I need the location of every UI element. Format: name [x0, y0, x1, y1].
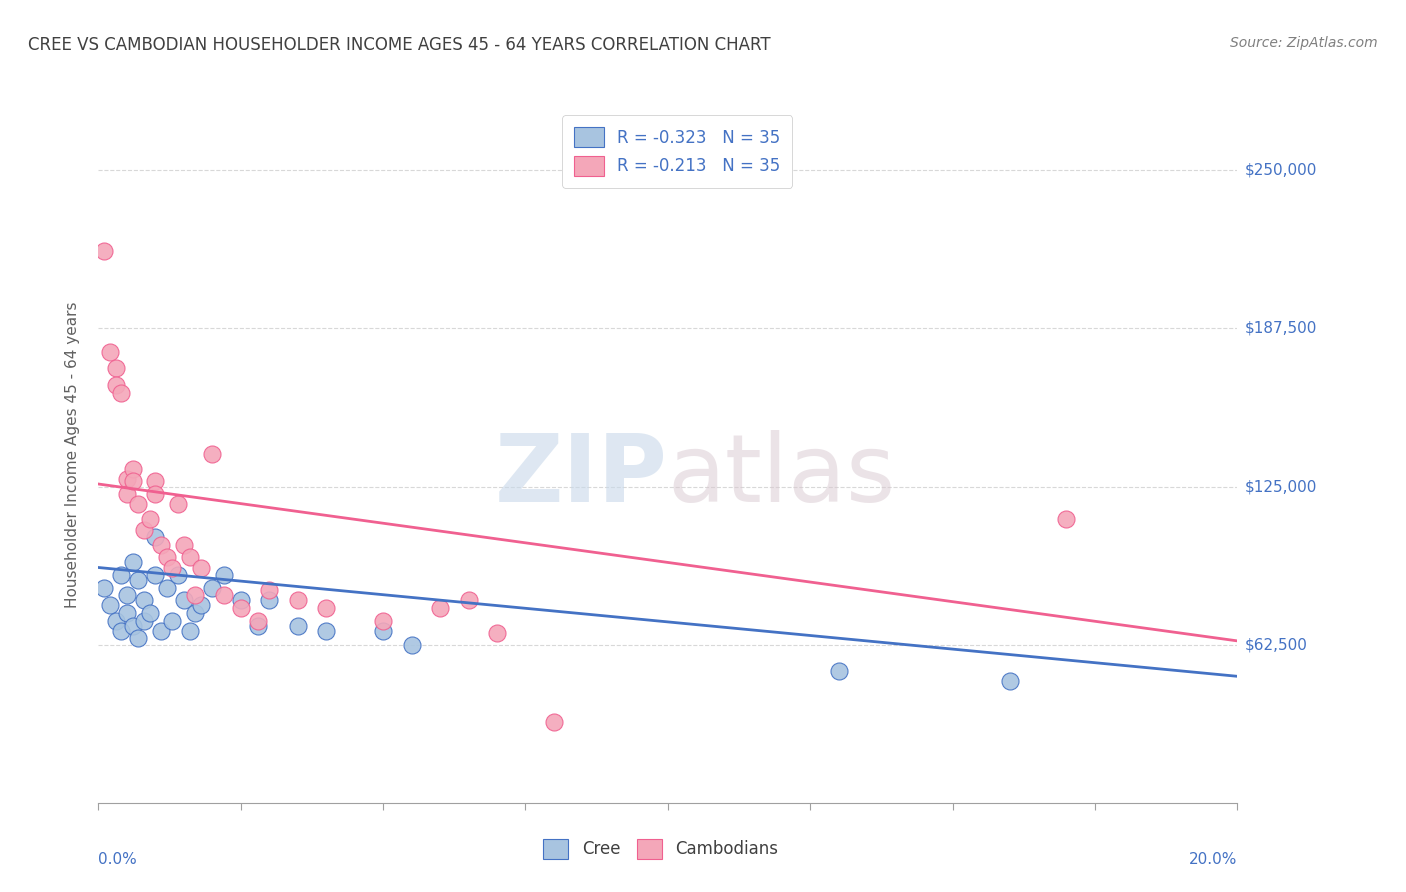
Point	[179, 550, 201, 565]
Point	[315, 624, 337, 638]
Text: atlas: atlas	[668, 430, 896, 522]
Text: CREE VS CAMBODIAN HOUSEHOLDER INCOME AGES 45 - 64 YEARS CORRELATION CHART: CREE VS CAMBODIAN HOUSEHOLDER INCOME AGE…	[28, 36, 770, 54]
Point	[173, 538, 195, 552]
Point	[127, 632, 149, 646]
Text: $125,000: $125,000	[1244, 479, 1316, 494]
Point	[138, 606, 160, 620]
Text: $62,500: $62,500	[1244, 637, 1308, 652]
Point	[246, 618, 269, 632]
Point	[190, 599, 212, 613]
Point	[179, 624, 201, 638]
Point	[145, 530, 167, 544]
Point	[229, 593, 252, 607]
Point	[98, 345, 121, 359]
Point	[167, 497, 190, 511]
Point	[132, 593, 155, 607]
Point	[287, 593, 309, 607]
Point	[127, 573, 149, 587]
Point	[156, 550, 179, 565]
Legend: R = -0.323   N = 35, R = -0.213   N = 35: R = -0.323 N = 35, R = -0.213 N = 35	[562, 115, 792, 187]
Text: 20.0%: 20.0%	[1189, 852, 1237, 867]
Point	[287, 618, 309, 632]
Point	[212, 568, 235, 582]
Point	[457, 593, 479, 607]
Point	[150, 624, 173, 638]
Point	[184, 606, 207, 620]
Point	[162, 614, 184, 628]
Point	[998, 674, 1021, 689]
Point	[121, 462, 143, 476]
Point	[156, 581, 179, 595]
Point	[115, 487, 138, 501]
Point	[229, 601, 252, 615]
Point	[212, 588, 235, 602]
Point	[110, 568, 132, 582]
Point	[104, 360, 127, 375]
Point	[401, 638, 423, 652]
Point	[201, 447, 224, 461]
Point	[121, 475, 143, 489]
Point	[162, 560, 184, 574]
Point	[486, 626, 509, 640]
Point	[115, 606, 138, 620]
Text: $250,000: $250,000	[1244, 163, 1316, 178]
Point	[828, 665, 851, 679]
Point	[138, 512, 160, 526]
Point	[132, 614, 155, 628]
Point	[132, 523, 155, 537]
Point	[127, 497, 149, 511]
Point	[259, 593, 281, 607]
Point	[104, 378, 127, 392]
Text: Source: ZipAtlas.com: Source: ZipAtlas.com	[1230, 36, 1378, 50]
Text: 0.0%: 0.0%	[98, 852, 138, 867]
Point	[201, 581, 224, 595]
Legend: Cree, Cambodians: Cree, Cambodians	[537, 832, 785, 866]
Point	[429, 601, 451, 615]
Point	[1056, 512, 1078, 526]
Point	[104, 614, 127, 628]
Point	[373, 614, 395, 628]
Point	[115, 588, 138, 602]
Point	[315, 601, 337, 615]
Point	[373, 624, 395, 638]
Point	[145, 475, 167, 489]
Point	[543, 714, 565, 729]
Point	[98, 599, 121, 613]
Point	[259, 583, 281, 598]
Point	[93, 581, 115, 595]
Text: ZIP: ZIP	[495, 430, 668, 522]
Y-axis label: Householder Income Ages 45 - 64 years: Householder Income Ages 45 - 64 years	[65, 301, 80, 608]
Point	[190, 560, 212, 574]
Point	[184, 588, 207, 602]
Point	[173, 593, 195, 607]
Point	[246, 614, 269, 628]
Text: $187,500: $187,500	[1244, 321, 1316, 336]
Point	[121, 618, 143, 632]
Point	[145, 487, 167, 501]
Point	[93, 244, 115, 259]
Point	[145, 568, 167, 582]
Point	[110, 624, 132, 638]
Point	[121, 556, 143, 570]
Point	[150, 538, 173, 552]
Point	[110, 386, 132, 401]
Point	[167, 568, 190, 582]
Point	[115, 472, 138, 486]
